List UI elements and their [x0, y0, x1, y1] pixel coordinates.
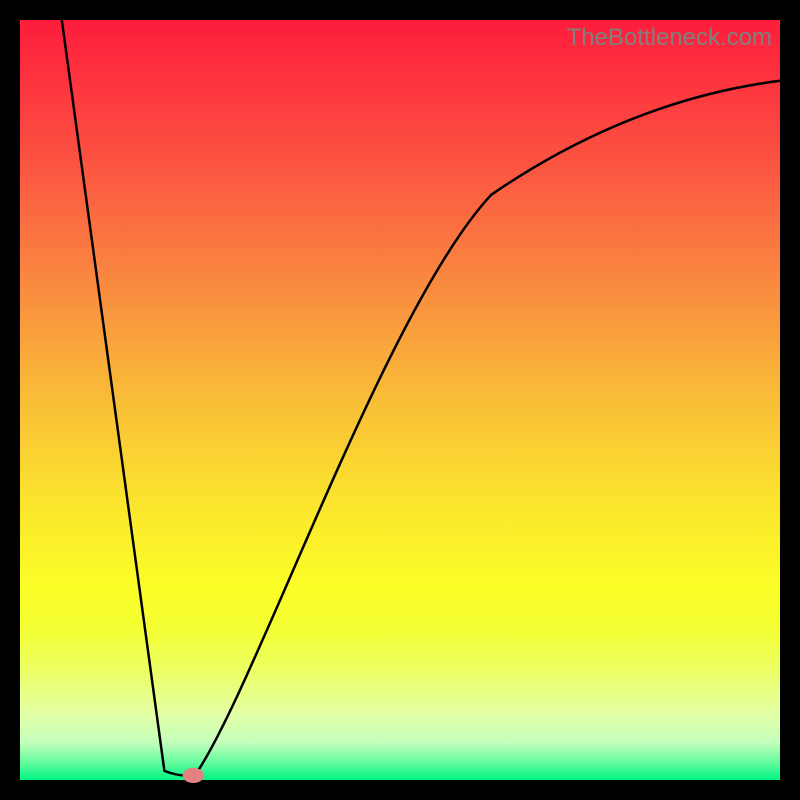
min-marker	[183, 768, 204, 783]
gradient-bg	[20, 20, 780, 780]
chart-frame: TheBottleneck.com	[0, 0, 800, 800]
watermark-text: TheBottleneck.com	[567, 24, 772, 52]
plot-svg	[0, 0, 800, 800]
